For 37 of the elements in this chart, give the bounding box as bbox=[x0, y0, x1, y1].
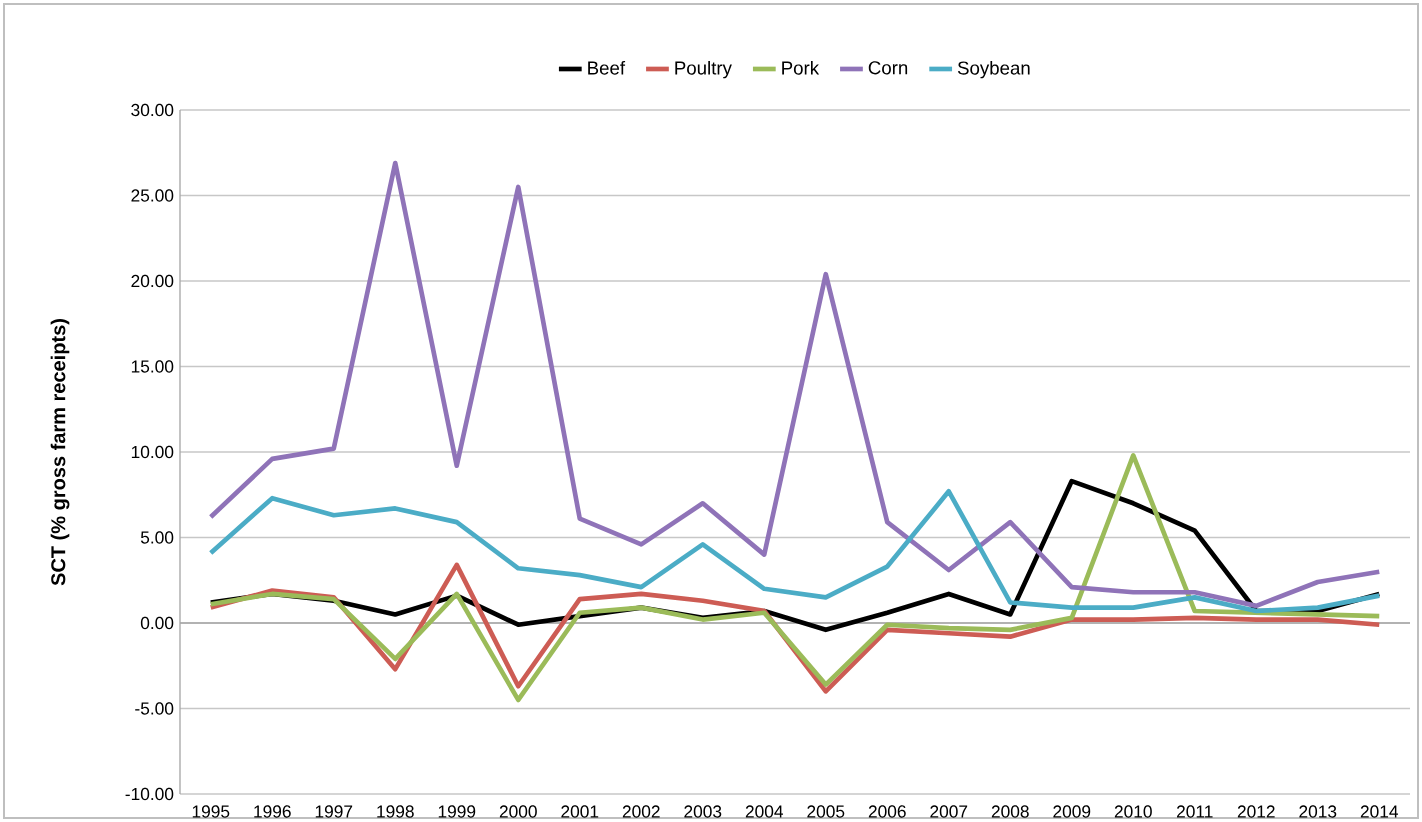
x-tick-label: 2013 bbox=[1299, 805, 1337, 818]
y-tick-label: 15.00 bbox=[131, 360, 174, 373]
y-axis-title: SCT (% gross farm receipts) bbox=[50, 319, 70, 586]
x-tick-label: 2000 bbox=[499, 805, 537, 818]
legend-label: Corn bbox=[868, 61, 908, 75]
line-series bbox=[208, 488, 1382, 614]
x-tick-label: 2004 bbox=[745, 805, 784, 818]
y-tick-label: 0.00 bbox=[140, 616, 174, 630]
x-tick-label: 2003 bbox=[684, 805, 722, 818]
x-tick-label: 2005 bbox=[807, 805, 845, 818]
x-tick-label: 1999 bbox=[438, 805, 476, 818]
legend-label: Poultry bbox=[675, 60, 732, 79]
y-tick-label: -5.00 bbox=[135, 702, 174, 715]
x-tick-label: 2012 bbox=[1237, 805, 1275, 818]
x-tick-label: 2002 bbox=[622, 805, 660, 818]
x-tick-label: 2007 bbox=[930, 805, 968, 818]
legend-label: Beef bbox=[588, 60, 626, 75]
y-tick-label: -10.00 bbox=[125, 787, 174, 801]
legend-label: Pork bbox=[782, 60, 820, 75]
x-tick-label: 2014 bbox=[1360, 805, 1399, 818]
x-tick-label: 2001 bbox=[561, 805, 599, 818]
x-tick-label: 1998 bbox=[377, 805, 414, 818]
y-tick-label: 30.00 bbox=[131, 103, 174, 117]
x-tick-label: 2006 bbox=[868, 805, 906, 818]
x-tick-label: 2009 bbox=[1053, 805, 1091, 818]
x-tick-label: 2008 bbox=[991, 805, 1029, 818]
y-tick-label: 20.00 bbox=[131, 274, 174, 288]
y-tick-label: 5.00 bbox=[140, 531, 174, 544]
x-tick-label: 2010 bbox=[1114, 805, 1152, 818]
legend-label: Soybean bbox=[957, 60, 1030, 79]
y-tick-label: 10.00 bbox=[131, 445, 174, 459]
line-series bbox=[208, 160, 1382, 609]
x-tick-label: 1997 bbox=[315, 805, 353, 818]
x-tick-label: 1995 bbox=[192, 805, 230, 818]
x-tick-label: 2011 bbox=[1177, 805, 1213, 818]
x-tick-label: 1996 bbox=[254, 805, 291, 818]
y-tick-label: 25.00 bbox=[131, 189, 174, 202]
